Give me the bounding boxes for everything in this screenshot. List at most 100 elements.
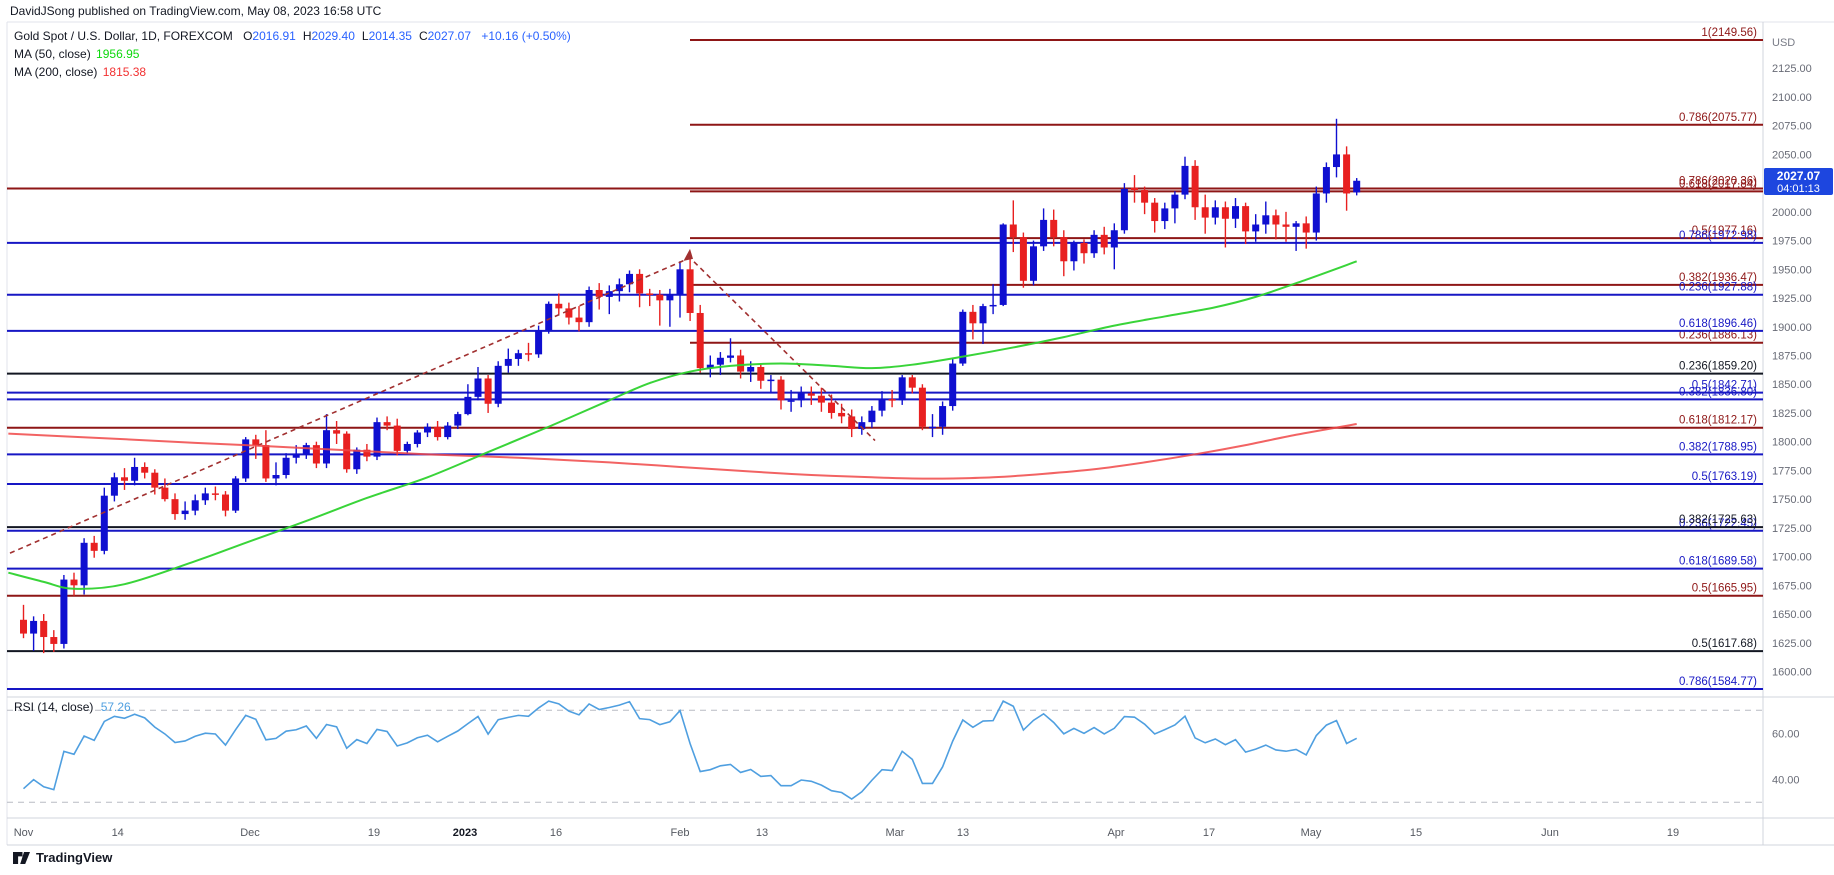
price-tick-label: 2125.00 [1772, 63, 1812, 75]
candle [989, 304, 997, 307]
candle [1221, 207, 1229, 219]
candle [302, 445, 310, 455]
rsi-line [22, 700, 1358, 800]
time-tick-label[interactable]: 19 [368, 827, 380, 839]
price-tick-label: 1600.00 [1772, 666, 1812, 678]
candle [605, 291, 613, 297]
candle [868, 410, 876, 423]
fib-label: 0.236(1859.20) [1679, 361, 1757, 373]
ohlc-pair: C2027.07 [418, 29, 472, 43]
candle [1030, 246, 1037, 281]
candle [828, 402, 835, 413]
time-tick-label[interactable]: 13 [756, 827, 768, 839]
candle [1070, 242, 1078, 262]
candle [1292, 223, 1300, 227]
candle [858, 422, 866, 430]
candle [494, 365, 502, 404]
candle [848, 416, 856, 430]
candle [525, 353, 532, 355]
time-tick-label[interactable]: Apr [1107, 827, 1124, 839]
price-tick-label: 1825.00 [1772, 408, 1812, 420]
brand-name: TradingView [36, 850, 113, 865]
time-tick-label[interactable]: 19 [1667, 827, 1679, 839]
price-tick-label: 1775.00 [1772, 465, 1812, 477]
fib-label: 0.618(1689.58) [1679, 556, 1757, 568]
legend-ma200-row: MA (200, close) 1815.38 [14, 63, 571, 81]
price-tick-label: 1700.00 [1772, 552, 1812, 564]
time-tick-label[interactable]: 2023 [453, 827, 477, 839]
candle [716, 357, 724, 365]
symbol-title: Gold Spot / U.S. Dollar, 1D, FOREXCOM [14, 29, 233, 43]
rsi-tick-label: 40.00 [1772, 774, 1800, 786]
fib-label: 0.5(1977.16) [1692, 225, 1757, 237]
symbol-legend[interactable]: Gold Spot / U.S. Dollar, 1D, FOREXCOM O2… [14, 27, 571, 81]
candle [585, 289, 593, 323]
candle [1151, 202, 1159, 222]
candle [262, 445, 270, 479]
candle [100, 495, 108, 551]
time-tick-label[interactable]: Nov [14, 827, 34, 839]
candle [383, 422, 391, 426]
footer-brand[interactable]: TradingView [12, 850, 112, 865]
time-tick-label[interactable]: 15 [1410, 827, 1422, 839]
price-tick-label: 1750.00 [1772, 494, 1812, 506]
fib-label: 0.5(1665.95) [1692, 583, 1757, 595]
time-tick-label[interactable]: Feb [671, 827, 690, 839]
fib-label: 0.382(1788.95) [1679, 441, 1757, 453]
ohlc-pair: O2016.91 [243, 29, 296, 43]
candle [1080, 242, 1088, 254]
candle [1272, 215, 1280, 225]
candle [838, 412, 846, 417]
time-tick-label[interactable]: 16 [550, 827, 562, 839]
price-tick-label: 2000.00 [1772, 207, 1812, 219]
candle [1019, 237, 1027, 281]
candle [60, 579, 68, 644]
candle [898, 377, 906, 401]
candle [615, 284, 623, 292]
candle [999, 224, 1007, 305]
candle [878, 399, 886, 411]
candle [464, 396, 472, 415]
time-tick-label[interactable]: Mar [886, 827, 905, 839]
candle [1040, 219, 1048, 247]
fib-label: 0.5(1617.68) [1692, 638, 1757, 650]
candle [979, 306, 987, 324]
price-tick-label: 1800.00 [1772, 437, 1812, 449]
time-tick-label[interactable]: Dec [240, 827, 260, 839]
candle [666, 294, 674, 301]
candle [121, 477, 128, 481]
price-tick-label: 1875.00 [1772, 350, 1812, 362]
time-tick-label[interactable]: 17 [1203, 827, 1215, 839]
candle [343, 433, 351, 470]
bar-countdown: 04:01:13 [1777, 183, 1820, 195]
candle [787, 400, 795, 402]
candle [888, 399, 896, 401]
time-tick-label[interactable]: 14 [112, 827, 124, 839]
candle [171, 499, 179, 515]
candle [686, 269, 694, 313]
fib-label: 0.618(1896.46) [1679, 318, 1757, 330]
price-tick-label: 1975.00 [1772, 236, 1812, 248]
time-tick-label[interactable]: Jun [1541, 827, 1559, 839]
candle [918, 387, 926, 427]
candle [727, 355, 734, 358]
candle [1302, 223, 1310, 233]
rsi-legend[interactable]: RSI (14, close) 57.26 [14, 700, 131, 714]
candle [151, 472, 159, 488]
ma50-label: MA (50, close) [14, 47, 91, 61]
time-tick-label[interactable]: May [1301, 827, 1322, 839]
candle [110, 477, 118, 496]
candle [353, 449, 361, 470]
time-tick-label[interactable]: 13 [957, 827, 969, 839]
candle [1312, 193, 1320, 233]
candle [1141, 190, 1149, 203]
candle [535, 330, 543, 355]
candle [292, 454, 300, 458]
fib-label: 0.382(1836.80) [1679, 386, 1757, 398]
candle [1242, 206, 1250, 232]
price-tick-label: 1900.00 [1772, 322, 1812, 334]
candle [575, 317, 583, 323]
candle [777, 379, 785, 401]
